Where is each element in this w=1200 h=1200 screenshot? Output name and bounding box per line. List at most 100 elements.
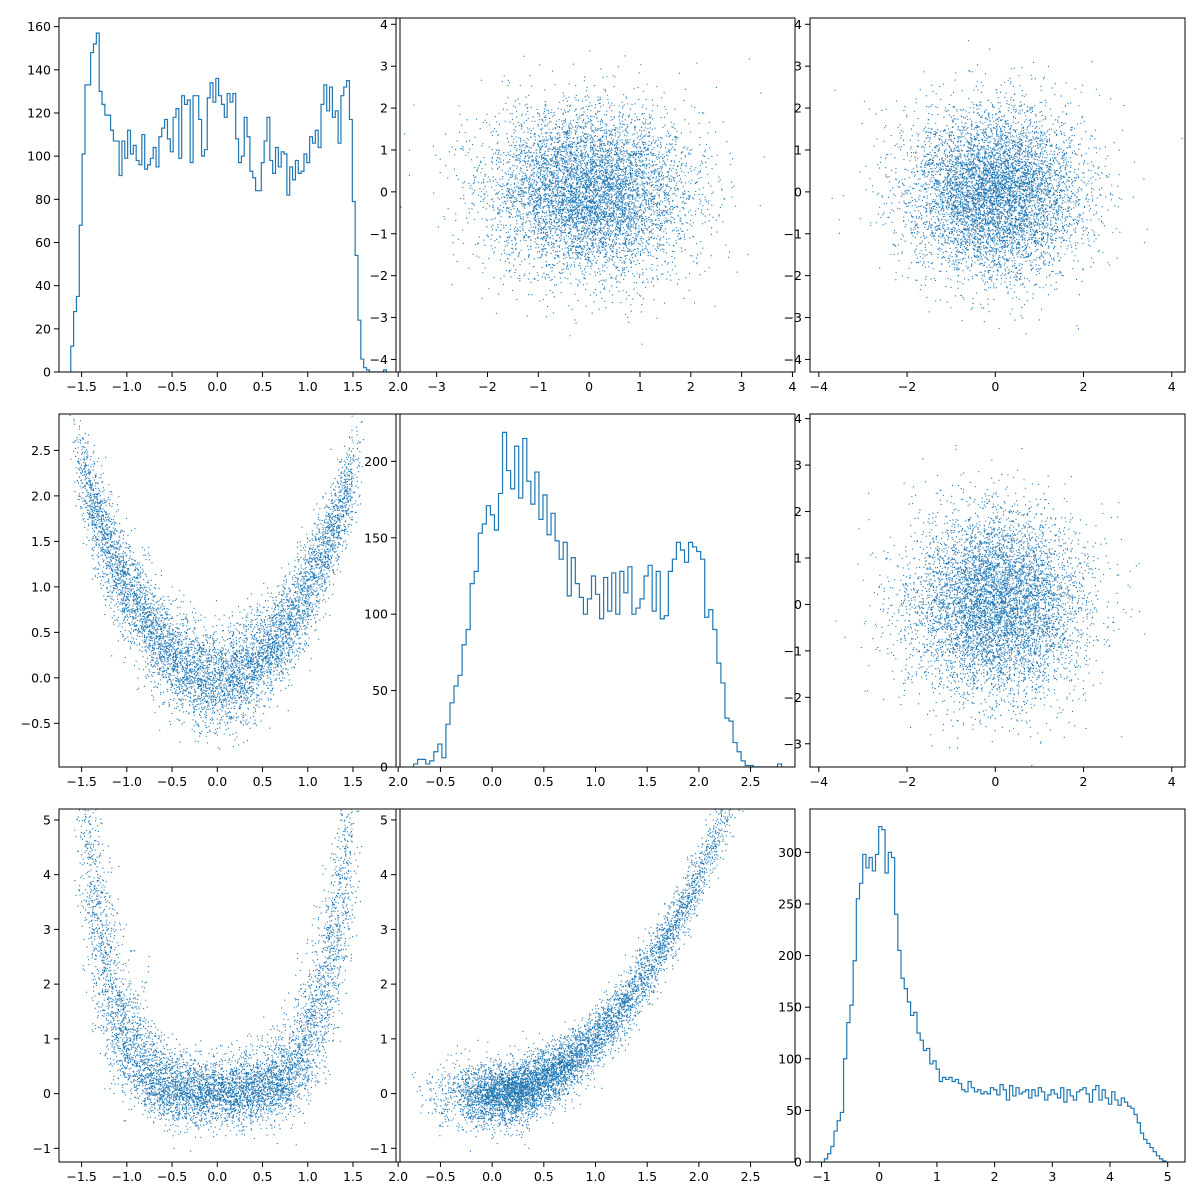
subplot-r0-c1: −3 −2 −1 0 1 2 3 4 −4 −3 −2 −1 0 1 2 3 4 xyxy=(370,17,797,394)
x-tick-label: 1.5 xyxy=(343,1169,363,1184)
x-tick-label: −1.5 xyxy=(66,774,96,789)
x-tick-label: 3 xyxy=(1048,1169,1056,1184)
x-tick-label: −2 xyxy=(898,379,916,394)
y-tick-label: 4 xyxy=(380,17,388,32)
x-tick-label: −1.5 xyxy=(66,1169,96,1184)
y-tick-label: 1.5 xyxy=(31,534,51,549)
scatter-points xyxy=(835,445,1146,766)
y-tick-label: 1 xyxy=(794,142,802,157)
x-tick-label: 1 xyxy=(933,1169,941,1184)
subplot-r2-c1: −0.5 0.0 0.5 1.0 1.5 2.0 2.5 −1 0 1 2 3 4 5 xyxy=(370,808,796,1184)
scatter-points xyxy=(831,40,1183,335)
x-tick-label: 1.5 xyxy=(637,774,657,789)
y-tick-label: 20 xyxy=(35,321,51,336)
x-tick-label: 5 xyxy=(1164,1169,1172,1184)
x-tick-label: 1.0 xyxy=(586,1169,606,1184)
plot-area xyxy=(400,50,765,345)
x-tick-label: −1 xyxy=(812,1169,830,1184)
x-tick-label: 1.5 xyxy=(637,1169,657,1184)
axes-frame xyxy=(395,17,796,373)
x-tick-label: 0.5 xyxy=(534,774,554,789)
x-tick-label: −1.0 xyxy=(112,1169,142,1184)
y-tick-label: 5 xyxy=(380,812,388,827)
y-tick-label: 150 xyxy=(778,1000,802,1015)
x-tick-label: 0 xyxy=(585,379,593,394)
x-tick-label: 4 xyxy=(1168,379,1176,394)
axes-frame xyxy=(58,808,401,1163)
x-tick-label: 4 xyxy=(1106,1169,1114,1184)
y-tick-label: 3 xyxy=(794,458,802,473)
axes-frame xyxy=(809,808,1186,1163)
subplot-r1-c1: −0.5 0.0 0.5 1.0 1.5 2.0 2.5 0 50 100 150 200 xyxy=(364,413,796,789)
histogram-step-line xyxy=(823,825,1167,1162)
y-tick-label: 3 xyxy=(380,59,388,74)
y-tick-label: 3 xyxy=(380,922,388,937)
x-tick-label: −4 xyxy=(810,379,828,394)
x-tick-label: 2 xyxy=(1080,774,1088,789)
y-tick-label: −3 xyxy=(784,736,802,751)
x-tick-label: 0.0 xyxy=(207,1169,227,1184)
y-tick-label: −0.5 xyxy=(21,716,51,731)
x-tick-label: 0.0 xyxy=(482,774,502,789)
x-tick-label: −1.5 xyxy=(66,379,96,394)
scatter-points xyxy=(69,414,364,750)
y-tick-label: −2 xyxy=(784,690,802,705)
y-tick-label: 0 xyxy=(43,365,51,380)
x-tick-label: 2.0 xyxy=(689,774,709,789)
x-tick-label: 0 xyxy=(991,379,999,394)
x-tick-label: −2 xyxy=(478,379,496,394)
axes-frame xyxy=(395,808,796,1163)
y-tick-label: 120 xyxy=(27,105,51,120)
y-tick-label: 3 xyxy=(43,922,51,937)
y-tick-label: 4 xyxy=(43,867,51,882)
x-tick-label: 2.5 xyxy=(741,774,761,789)
y-tick-label: 150 xyxy=(364,530,388,545)
x-tick-label: −0.5 xyxy=(425,1169,455,1184)
x-tick-label: 1.0 xyxy=(298,1169,318,1184)
y-tick-label: 0 xyxy=(380,760,388,775)
y-tick-label: 0 xyxy=(380,1086,388,1101)
y-tick-label: 50 xyxy=(786,1103,802,1118)
y-tick-label: 2 xyxy=(794,504,802,519)
x-tick-label: 2 xyxy=(687,379,695,394)
y-tick-label: 0 xyxy=(794,184,802,199)
subplot-r1-c2: −4 −2 0 2 4 −3 −2 −1 0 1 2 3 4 xyxy=(784,411,1186,789)
x-tick-label: 2 xyxy=(991,1169,999,1184)
x-tick-label: 0.0 xyxy=(207,379,227,394)
x-tick-label: 0.5 xyxy=(534,1169,554,1184)
y-tick-label: 100 xyxy=(27,149,51,164)
x-tick-label: 2.0 xyxy=(388,379,408,394)
x-tick-label: −1 xyxy=(529,379,547,394)
y-tick-label: 0.0 xyxy=(31,670,51,685)
y-tick-label: 4 xyxy=(794,17,802,32)
x-tick-label: 2.0 xyxy=(689,1169,709,1184)
axes-frame xyxy=(809,413,1186,768)
plot-area xyxy=(831,40,1183,335)
x-tick-label: −0.5 xyxy=(425,774,455,789)
y-tick-label: 0 xyxy=(43,1086,51,1101)
y-tick-label: 0 xyxy=(794,597,802,612)
x-tick-label: 0.0 xyxy=(207,774,227,789)
x-tick-label: −2 xyxy=(898,774,916,789)
subplot-r1-c0: −1.5 −1.0 −0.5 0.0 0.5 1.0 1.5 2.0 −0.5 0.0 0.5 1.0… xyxy=(21,413,408,789)
y-tick-label: −1 xyxy=(784,226,802,241)
scatter-points xyxy=(411,809,744,1152)
y-tick-label: −3 xyxy=(784,310,802,325)
y-tick-label: 100 xyxy=(778,1051,802,1066)
plot-area xyxy=(70,32,388,372)
plot-area xyxy=(411,809,744,1152)
axes-frame xyxy=(809,17,1186,373)
plot-area xyxy=(835,445,1146,766)
x-tick-label: 4 xyxy=(788,379,796,394)
y-tick-label: 2 xyxy=(380,977,388,992)
y-tick-label: 2 xyxy=(380,101,388,116)
histogram-step-line xyxy=(70,32,388,372)
y-tick-label: 2.5 xyxy=(31,443,51,458)
x-tick-label: 1.0 xyxy=(586,774,606,789)
axes-frame xyxy=(58,413,401,768)
y-tick-label: −3 xyxy=(370,310,388,325)
subplot-r0-c2: −4 −2 0 2 4 −4 −3 −2 −1 0 1 2 3 4 xyxy=(784,17,1186,394)
x-tick-label: −1.0 xyxy=(112,379,142,394)
